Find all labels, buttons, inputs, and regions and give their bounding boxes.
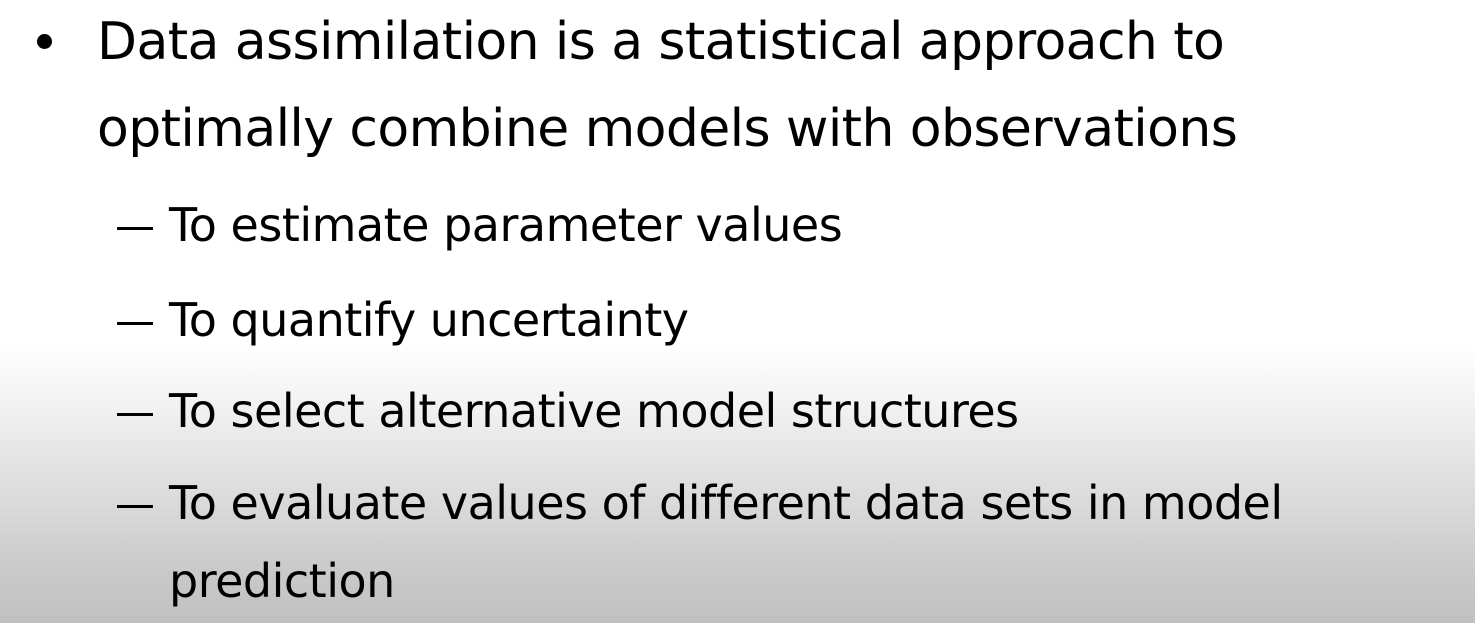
sub-bullet-2: To quantify uncertainty [169, 293, 689, 347]
dash-icon [117, 505, 153, 508]
sub-bullet-1: To estimate parameter values [169, 198, 843, 252]
main-bullet-line-1: Data assimilation is a statistical appro… [97, 12, 1225, 72]
main-bullet-line-2: optimally combine models with observatio… [97, 99, 1238, 159]
sub-bullet-4-line-2: prediction [169, 554, 395, 608]
dash-icon [117, 413, 153, 416]
sub-bullet-3: To select alternative model structures [169, 384, 1019, 438]
bullet-icon [37, 34, 52, 49]
dash-icon [117, 322, 153, 325]
sub-bullet-4-line-1: To evaluate values of different data set… [169, 476, 1283, 530]
dash-icon [117, 227, 153, 230]
